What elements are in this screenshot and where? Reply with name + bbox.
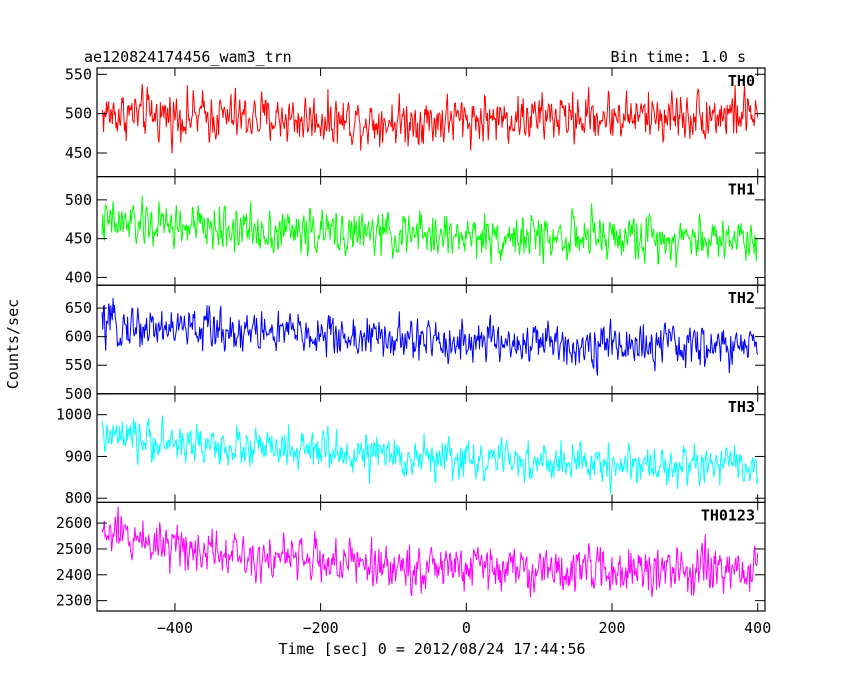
series-th0123	[101, 506, 759, 598]
x-tick-label: −200	[303, 619, 339, 637]
y-tick-label: 500	[65, 385, 92, 403]
y-tick-label: 2600	[56, 514, 92, 532]
y-tick-label: 500	[65, 191, 92, 209]
y-tick-label: 600	[65, 328, 92, 346]
x-tick-label: 0	[462, 619, 471, 637]
x-tick-label: 200	[598, 619, 625, 637]
y-axis-label: Counts/sec	[4, 299, 22, 389]
chart-title: ae120824174456_wam3_trn	[84, 48, 292, 66]
bin-time-label: Bin time: 1.0 s	[611, 48, 746, 66]
x-axis: −400 −200 0 200 400	[157, 619, 771, 637]
y-tick-label: 500	[65, 105, 92, 123]
panels: 450 500 550 TH0 400 450 500 TH1 500 550 600 650 TH2 8…	[56, 65, 766, 612]
y-tick-label: 1000	[56, 406, 92, 424]
x-tick-label: −400	[157, 619, 193, 637]
panel-frame	[96, 176, 766, 286]
y-tick-label: 400	[65, 268, 92, 286]
series-th3	[101, 415, 759, 494]
series-th1	[101, 195, 759, 268]
x-tick-label: 400	[744, 619, 771, 637]
panel-label: TH0	[728, 72, 755, 90]
y-tick-label: 800	[65, 489, 92, 507]
y-tick-label: 650	[65, 299, 92, 317]
series-th2	[101, 297, 759, 376]
y-tick-label: 900	[65, 447, 92, 465]
y-tick-label: 550	[65, 356, 92, 374]
panel-th0123: 2300 2400 2500 2600 TH0123	[56, 501, 766, 612]
panel-th0: 450 500 550 TH0	[65, 65, 766, 178]
panel-frame	[96, 501, 766, 612]
y-tick-label: 2500	[56, 540, 92, 558]
y-tick-label: 2300	[56, 592, 92, 610]
x-axis-label: Time [sec] 0 = 2012/08/24 17:44:56	[278, 640, 585, 658]
y-tick-label: 550	[65, 65, 92, 83]
series-th0	[101, 84, 759, 154]
panel-label: TH1	[728, 181, 755, 199]
y-tick-label: 450	[65, 230, 92, 248]
panel-th2: 500 550 600 650 TH2	[65, 284, 766, 403]
panel-label: TH0123	[701, 506, 755, 524]
panel-th1: 400 450 500 TH1	[65, 176, 766, 286]
panel-th3: 800 900 1000 TH3	[56, 393, 766, 507]
y-tick-label: 450	[65, 144, 92, 162]
panel-label: TH3	[728, 398, 755, 416]
panel-label: TH2	[728, 289, 755, 307]
y-tick-label: 2400	[56, 566, 92, 584]
panel-frame	[96, 393, 766, 503]
